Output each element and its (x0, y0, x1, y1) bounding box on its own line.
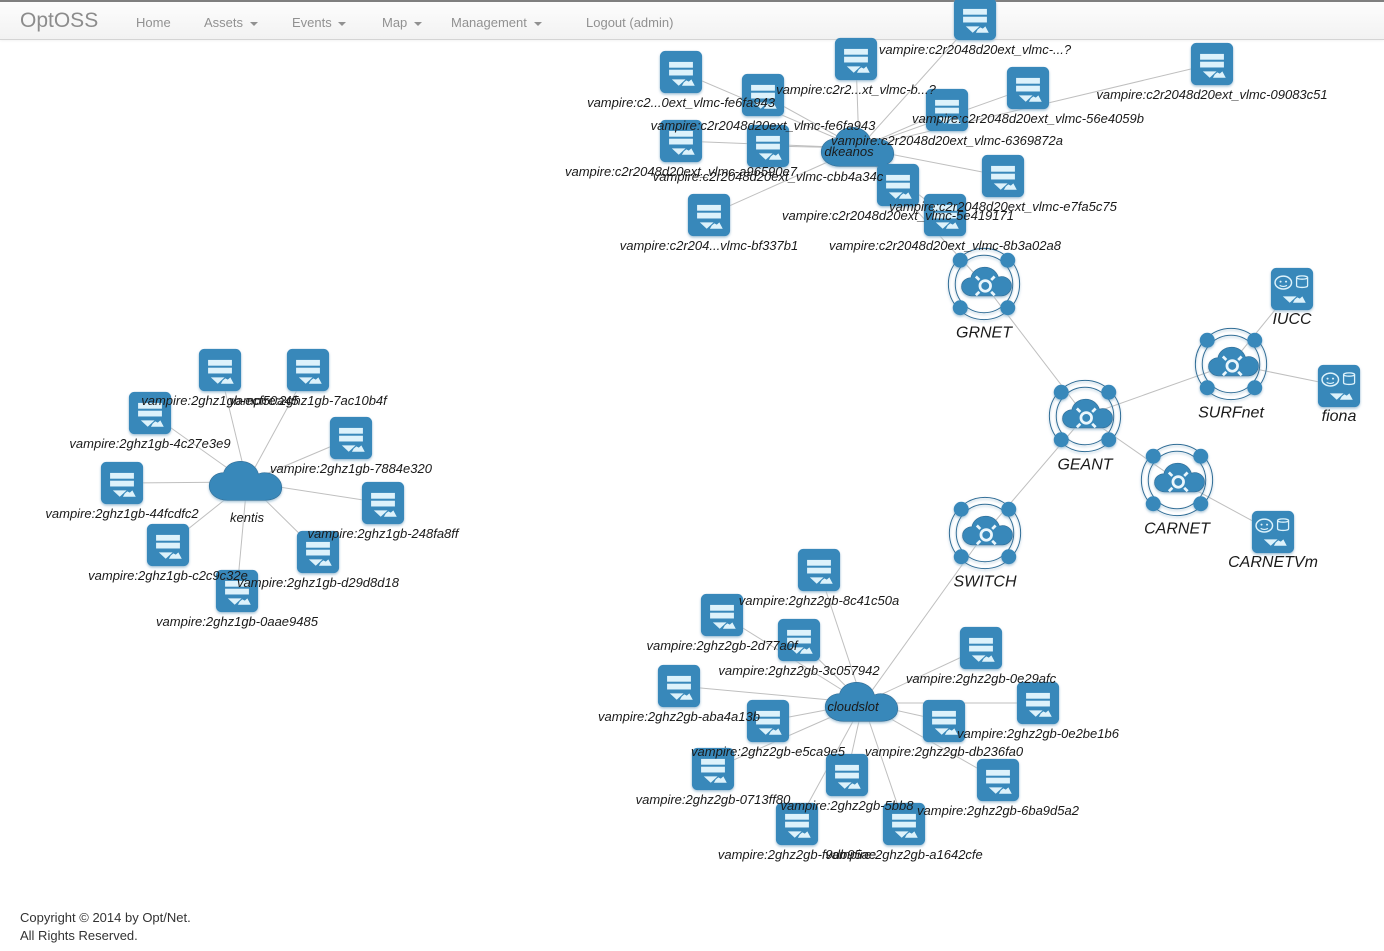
svg-text:vampire:2ghz2gb-e5ca9e5: vampire:2ghz2gb-e5ca9e5 (691, 744, 846, 759)
svg-text:vampire:2ghz2gb-6ba9d5a2: vampire:2ghz2gb-6ba9d5a2 (917, 803, 1080, 818)
svg-text:vampire:c2r2048d20ext_vlmc-56e: vampire:c2r2048d20ext_vlmc-56e4059b (912, 111, 1144, 126)
svg-text:vampire:2ghz1gb-c2c9c32e: vampire:2ghz1gb-c2c9c32e (88, 568, 248, 583)
svg-text:vampire:2ghz2gb-aba4a13b: vampire:2ghz2gb-aba4a13b (598, 709, 760, 724)
svg-text:vampire:2ghz1gb-248fa8ff: vampire:2ghz1gb-248fa8ff (307, 526, 459, 541)
svg-text:vampire:c2r2...xt_vlmc-b...?: vampire:c2r2...xt_vlmc-b...? (776, 82, 936, 97)
svg-text:vampire:2ghz2gb-8c41c50a: vampire:2ghz2gb-8c41c50a (739, 593, 899, 608)
svg-text:vampire:2ghz2gb-5bb8: vampire:2ghz2gb-5bb8 (781, 798, 915, 813)
svg-text:vampire:2ghz1gb-0aae9485: vampire:2ghz1gb-0aae9485 (156, 614, 319, 629)
svg-text:vampire:c2r2048d20ext_vlmc-5e4: vampire:c2r2048d20ext_vlmc-5e419171 (782, 208, 1014, 223)
svg-text:vampire:c2r2048d20ext_vlmc-8b3: vampire:c2r2048d20ext_vlmc-8b3a02a8 (829, 238, 1062, 253)
svg-text:GRNET: GRNET (956, 325, 1013, 342)
svg-text:vampire:2ghz2gb-0e29afc: vampire:2ghz2gb-0e29afc (906, 671, 1057, 686)
svg-text:SURFnet: SURFnet (1198, 405, 1264, 422)
svg-text:vampire:c2r2048d20ext_vlmc-...: vampire:c2r2048d20ext_vlmc-...? (879, 42, 1072, 57)
svg-text:vampire:c2...0ext_vlmc-fe6fa94: vampire:c2...0ext_vlmc-fe6fa943 (587, 95, 776, 110)
svg-text:vampire:c2r2048d20ext_vlmc-090: vampire:c2r2048d20ext_vlmc-09083c51 (1096, 87, 1327, 102)
svg-text:vampire:2ghz2gb-2d77a0f: vampire:2ghz2gb-2d77a0f (646, 638, 798, 653)
svg-text:vampire:2ghz1gb-7ac10b4f: vampire:2ghz1gb-7ac10b4f (229, 393, 388, 408)
svg-text:vampire:2ghz1gb-d29d8d18: vampire:2ghz1gb-d29d8d18 (237, 575, 400, 590)
svg-text:vampire:2ghz2gb-db236fa0: vampire:2ghz2gb-db236fa0 (865, 744, 1024, 759)
svg-text:CARNETVm: CARNETVm (1228, 554, 1318, 571)
svg-text:vampire:c2r2048d20ext_vlmc-cbb: vampire:c2r2048d20ext_vlmc-cbb4a34c (653, 169, 884, 184)
svg-text:SWITCH: SWITCH (953, 574, 1017, 591)
svg-text:vampire:2ghz1gb-7884e320: vampire:2ghz1gb-7884e320 (270, 461, 433, 476)
svg-text:vampire:2ghz1gb-4c27e3e9: vampire:2ghz1gb-4c27e3e9 (69, 436, 230, 451)
svg-text:kentis: kentis (230, 510, 264, 525)
svg-text:vampire:c2r204...vlmc-bf337b1: vampire:c2r204...vlmc-bf337b1 (620, 238, 798, 253)
svg-text:GEANT: GEANT (1057, 457, 1113, 474)
svg-text:fiona: fiona (1322, 408, 1357, 425)
svg-text:IUCC: IUCC (1272, 311, 1312, 328)
svg-text:dkeanos: dkeanos (824, 144, 874, 159)
svg-text:vampire:c2r2048d20ext_vlmc-fe6: vampire:c2r2048d20ext_vlmc-fe6fa943 (651, 118, 877, 133)
svg-text:vampire:2ghz1gb-44fcdfc2: vampire:2ghz1gb-44fcdfc2 (45, 506, 199, 521)
svg-text:vampire:2ghz2gb-a1642cfe: vampire:2ghz2gb-a1642cfe (825, 847, 983, 862)
svg-text:vampire:2ghz2gb-0713ff80: vampire:2ghz2gb-0713ff80 (636, 792, 791, 807)
svg-text:cloudslot: cloudslot (827, 699, 880, 714)
svg-text:vampire:2ghz2gb-0e2be1b6: vampire:2ghz2gb-0e2be1b6 (957, 726, 1120, 741)
svg-text:vampire:2ghz2gb-3c057942: vampire:2ghz2gb-3c057942 (718, 663, 880, 678)
svg-text:CARNET: CARNET (1144, 521, 1211, 538)
